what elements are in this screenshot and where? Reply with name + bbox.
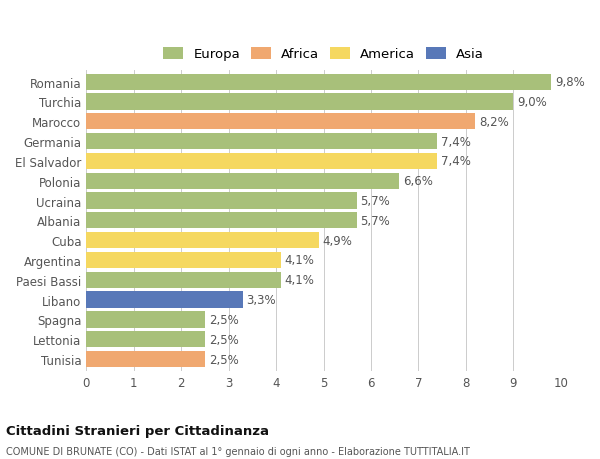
Bar xyxy=(86,312,205,328)
Bar xyxy=(86,114,475,130)
Text: 7,4%: 7,4% xyxy=(441,135,471,148)
Text: 2,5%: 2,5% xyxy=(209,353,238,366)
Bar xyxy=(86,193,357,209)
Bar xyxy=(86,351,205,367)
Bar xyxy=(86,173,400,190)
Text: 2,5%: 2,5% xyxy=(209,333,238,346)
Text: 8,2%: 8,2% xyxy=(479,116,509,129)
Text: 9,8%: 9,8% xyxy=(555,76,585,89)
Text: Cittadini Stranieri per Cittadinanza: Cittadini Stranieri per Cittadinanza xyxy=(6,424,269,437)
Bar xyxy=(86,252,281,269)
Text: 4,1%: 4,1% xyxy=(284,274,314,287)
Text: 2,5%: 2,5% xyxy=(209,313,238,326)
Text: 4,9%: 4,9% xyxy=(323,234,352,247)
Text: 9,0%: 9,0% xyxy=(517,96,547,109)
Text: 4,1%: 4,1% xyxy=(284,254,314,267)
Bar xyxy=(86,272,281,288)
Bar xyxy=(86,292,243,308)
Bar xyxy=(86,94,514,110)
Bar xyxy=(86,134,437,150)
Bar xyxy=(86,153,437,170)
Bar xyxy=(86,331,205,347)
Text: 5,7%: 5,7% xyxy=(361,195,391,207)
Bar xyxy=(86,213,357,229)
Text: 7,4%: 7,4% xyxy=(441,155,471,168)
Bar xyxy=(86,233,319,249)
Text: 6,6%: 6,6% xyxy=(403,175,433,188)
Legend: Europa, Africa, America, Asia: Europa, Africa, America, Asia xyxy=(163,48,484,61)
Text: COMUNE DI BRUNATE (CO) - Dati ISTAT al 1° gennaio di ogni anno - Elaborazione TU: COMUNE DI BRUNATE (CO) - Dati ISTAT al 1… xyxy=(6,447,470,456)
Bar xyxy=(86,74,551,90)
Text: 5,7%: 5,7% xyxy=(361,214,391,227)
Text: 3,3%: 3,3% xyxy=(247,293,276,307)
